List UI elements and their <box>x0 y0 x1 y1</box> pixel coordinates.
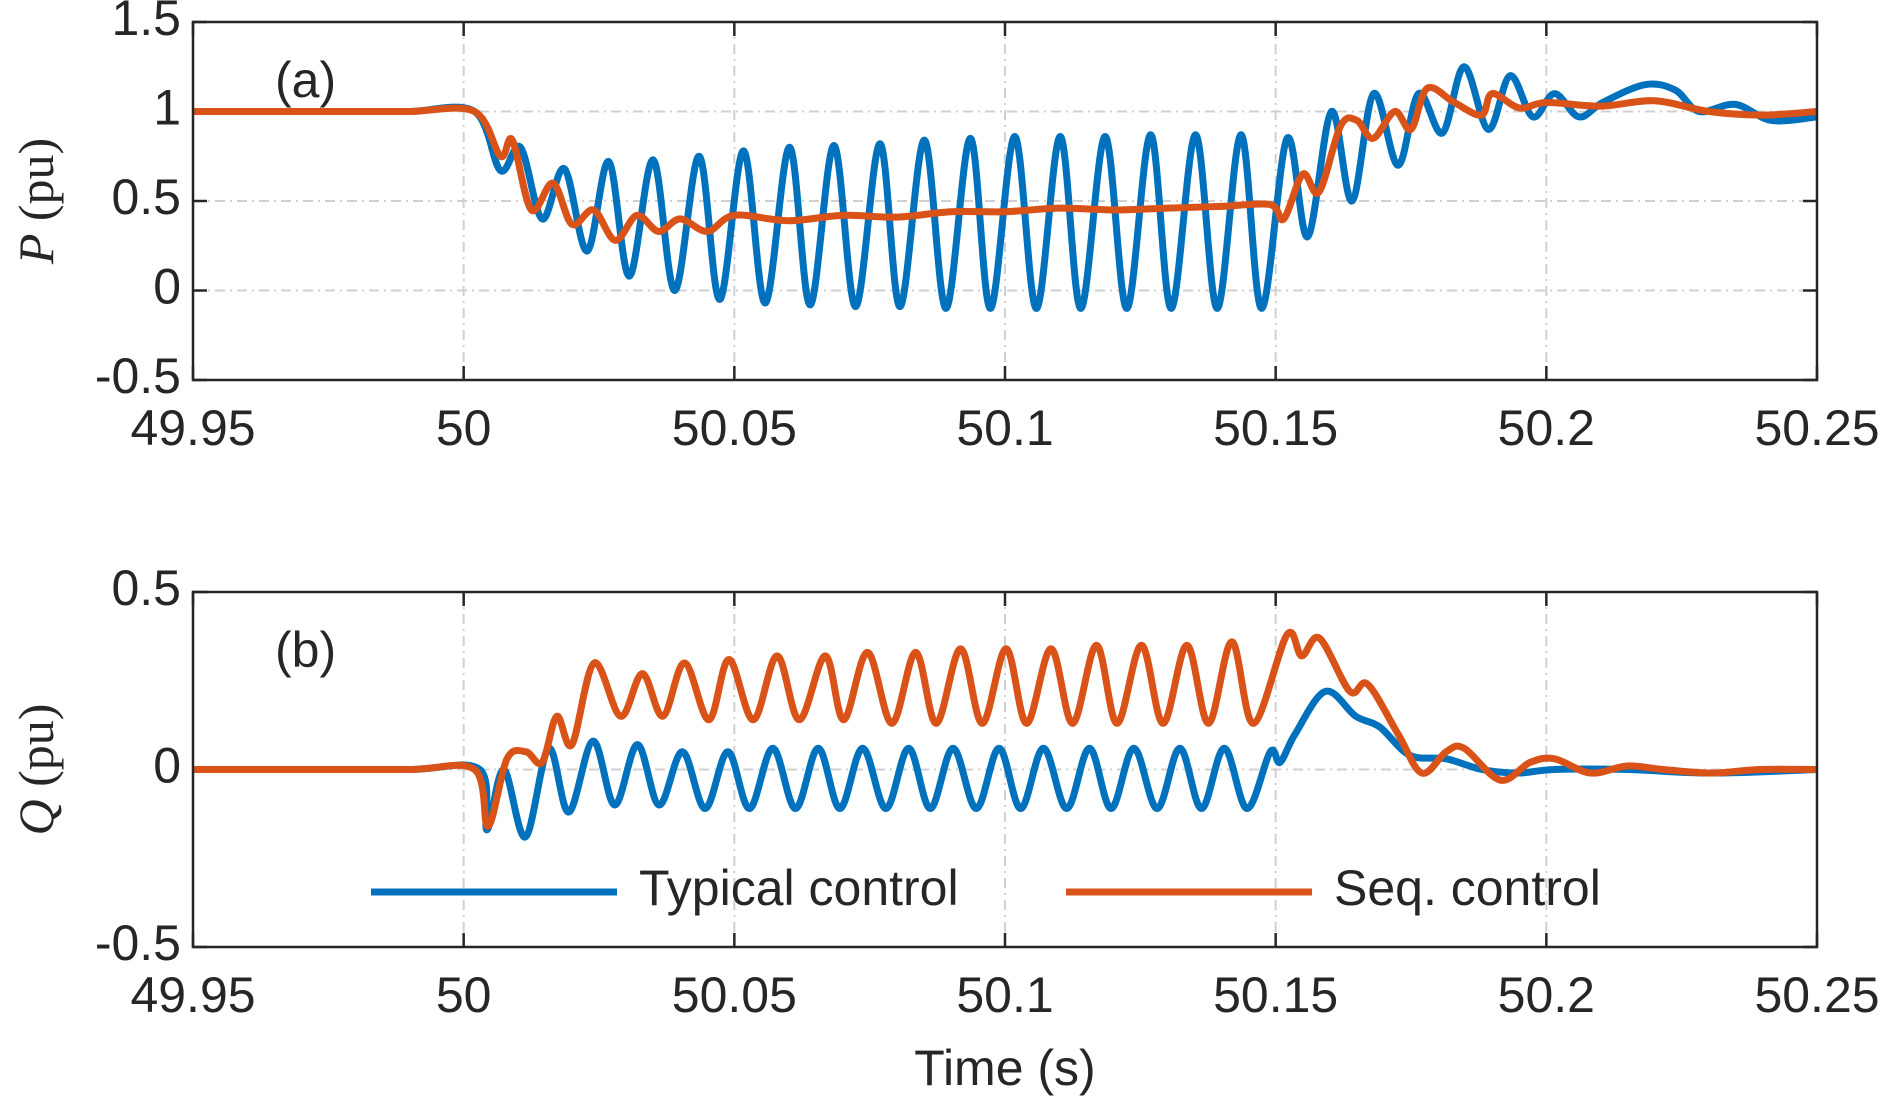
x-tick-label: 50.15 <box>1213 400 1338 456</box>
y-label-unit: (pu) <box>8 704 64 787</box>
x-tick-label: 50.15 <box>1213 967 1338 1023</box>
y-label-symbol: Q <box>8 799 64 835</box>
y-axis-label: Q (pu) <box>8 704 64 836</box>
x-tick-label: 50 <box>436 967 492 1023</box>
y-label-unit: (pu) <box>8 138 64 221</box>
x-axis-label: Time (s) <box>914 1040 1095 1096</box>
x-tick-label: 50 <box>436 400 492 456</box>
y-tick-label: 0.5 <box>111 169 181 225</box>
line <box>193 628 1817 830</box>
y-label-symbol: P <box>8 234 64 266</box>
line <box>193 83 1817 244</box>
panel-label: (a) <box>275 52 336 108</box>
x-tick-label: 50.25 <box>1754 967 1879 1023</box>
x-tick-label: 49.95 <box>130 400 255 456</box>
y-tick-label: 0 <box>153 738 181 794</box>
line <box>193 63 1817 312</box>
legend-label: Typical control <box>639 860 959 916</box>
axes-box <box>191 20 1819 382</box>
y-tick-label: 0.5 <box>111 560 181 616</box>
line <box>193 687 1817 841</box>
y-tick-label: 1 <box>153 80 181 136</box>
x-tick-label: 50.2 <box>1498 967 1595 1023</box>
y-tick-label: -0.5 <box>95 348 181 404</box>
x-tick-label: 50.1 <box>956 400 1053 456</box>
y-axis-label: P (pu) <box>8 138 64 265</box>
plot-area <box>193 63 1817 312</box>
x-tick-label: 50.1 <box>956 967 1053 1023</box>
y-tick-label: -0.5 <box>95 915 181 971</box>
x-tick-label: 50.2 <box>1498 400 1595 456</box>
x-tick-label: 50.25 <box>1754 400 1879 456</box>
axes-box <box>191 590 1819 949</box>
y-tick-label: 0 <box>153 259 181 315</box>
legend-label: Seq. control <box>1334 860 1601 916</box>
plot-area <box>193 628 1817 841</box>
x-tick-label: 50.05 <box>672 967 797 1023</box>
x-tick-label: 50.05 <box>672 400 797 456</box>
panel-label: (b) <box>275 622 336 678</box>
x-tick-label: 49.95 <box>130 967 255 1023</box>
y-tick-label: 1.5 <box>111 0 181 46</box>
